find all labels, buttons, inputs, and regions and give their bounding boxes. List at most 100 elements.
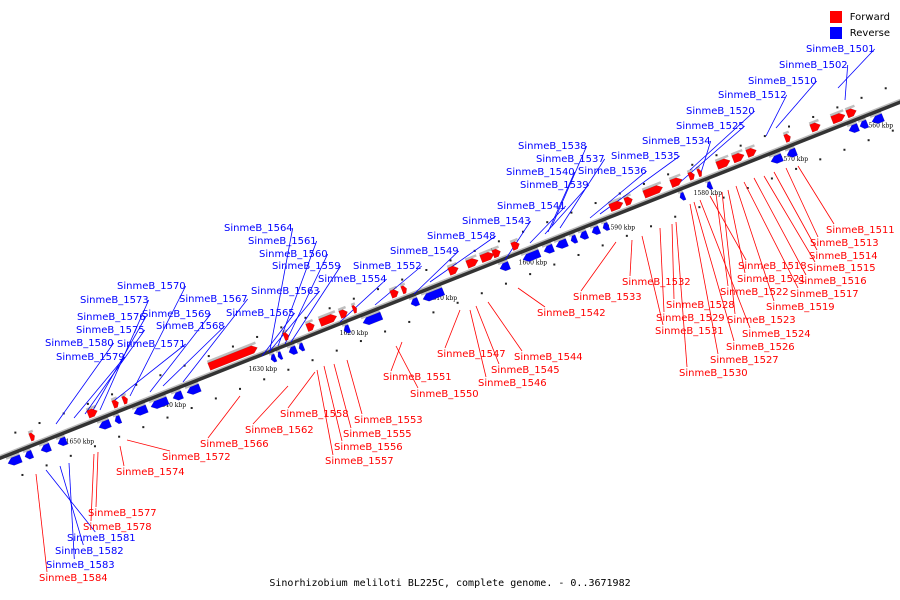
minor-tick <box>594 202 597 205</box>
reverse-gene-arrow-12-shadow <box>286 343 295 349</box>
gene-labels: SinmeB_1501 SinmeB_1502 SinmeB_1510 SinmeB_… <box>39 44 895 584</box>
minor-tick <box>142 426 145 429</box>
reverse-gene-arrow-6-shadow <box>131 402 146 410</box>
forward-gene-arrow-21-shadow <box>686 168 694 174</box>
forward-gene-label-sinmeb-1555: SinmeB_1555 <box>343 429 412 440</box>
forward-gene-arrow-25 <box>745 147 757 158</box>
reverse-gene-label-sinmeb-1534: SinmeB_1534 <box>642 136 711 147</box>
forward-gene-label-sinmeb-1557: SinmeB_1557 <box>325 456 394 467</box>
reverse-gene-arrow-11 <box>277 351 284 360</box>
reverse-gene-arrow-21 <box>555 238 569 249</box>
reverse-gene-arrow-30-shadow <box>846 121 857 128</box>
forward-gene-label-sinmeb-1514: SinmeB_1514 <box>809 251 878 262</box>
reverse-leader-sinmeb-1571 <box>114 343 186 401</box>
reverse-leader-sinmeb-1570 <box>129 285 187 397</box>
minor-tick <box>207 355 210 358</box>
reverse-gene-arrow-9-shadow <box>184 381 199 389</box>
legend-reverse: Reverse <box>829 25 890 41</box>
forward-gene-label-sinmeb-1531: SinmeB_1531 <box>655 326 724 337</box>
minor-tick <box>118 435 121 438</box>
kbp-label-1560-kbp: 1560 kbp <box>865 123 894 130</box>
forward-gene-arrow-1 <box>86 408 98 419</box>
forward-gene-arrow-4 <box>207 345 258 371</box>
reverse-gene-arrow-30 <box>848 123 860 133</box>
forward-gene-arrow-15 <box>491 248 501 259</box>
minor-tick <box>183 364 186 367</box>
forward-gene-label-sinmeb-1574: SinmeB_1574 <box>116 467 185 478</box>
kbp-label-1640-kbp: 1640 kbp <box>158 402 187 409</box>
reverse-gene-arrow-2 <box>40 442 52 453</box>
forward-gene-label-sinmeb-1551: SinmeB_1551 <box>383 372 452 383</box>
forward-leader-sinmeb-1545 <box>475 305 500 365</box>
forward-gene-arrow-17-shadow <box>607 196 622 205</box>
reverse-leader-sinmeb-1537 <box>559 158 606 229</box>
reverse-gene-arrow-5-shadow <box>112 412 120 418</box>
forward-leader-sinmeb-1519 <box>735 185 775 302</box>
minor-tick <box>642 182 645 185</box>
backbone-highlight <box>0 98 900 457</box>
reverse-gene-label-sinmeb-1581: SinmeB_1581 <box>67 533 136 544</box>
forward-gene-arrow-18 <box>623 196 633 207</box>
forward-gene-arrow-10-shadow <box>388 285 397 291</box>
minor-tick <box>715 154 718 157</box>
reverse-leader-sinmeb-1564 <box>269 227 294 351</box>
forward-gene-label-sinmeb-1558: SinmeB_1558 <box>280 409 349 420</box>
minor-tick <box>352 297 355 300</box>
reverse-gene-arrow-12 <box>288 345 299 355</box>
forward-gene-arrow-15-shadow <box>490 245 499 251</box>
forward-gene-label-sinmeb-1527: SinmeB_1527 <box>710 355 779 366</box>
forward-gene-label-sinmeb-1556: SinmeB_1556 <box>334 442 403 453</box>
reverse-gene-arrow-3 <box>57 436 68 447</box>
forward-gene-arrow-2-shadow <box>110 396 118 401</box>
reverse-gene-arrow-29 <box>786 147 798 158</box>
genome-caption: Sinorhizobium meliloti BL225C, complete … <box>269 578 631 589</box>
forward-leader-sinmeb-1521 <box>727 189 746 274</box>
minor-tick <box>214 397 217 400</box>
kbp-ticks: 1560 kbp 1570 kbp 1580 kbp 1590 kbp 1600 kbp… <box>66 123 894 446</box>
forward-gene-arrow-27 <box>809 122 821 133</box>
reverse-leader-sinmeb-1549 <box>413 250 459 295</box>
reverse-gene-label-sinmeb-1560: SinmeB_1560 <box>259 249 328 260</box>
reverse-gene-arrow-26 <box>679 191 687 201</box>
reverse-gene-arrow-0-shadow <box>5 452 20 460</box>
reverse-gene-arrow-10-shadow <box>268 351 275 356</box>
reverse-gene-label-sinmeb-1575: SinmeB_1575 <box>76 325 145 336</box>
minor-tick <box>480 292 483 295</box>
forward-gene-arrow-17 <box>608 200 624 212</box>
forward-gene-arrow-10 <box>389 289 399 299</box>
reverse-leader-sinmeb-1538 <box>551 145 588 227</box>
reverse-gene-label-sinmeb-1525: SinmeB_1525 <box>676 121 745 132</box>
reverse-gene-label-sinmeb-1559: SinmeB_1559 <box>272 261 341 272</box>
minor-tick <box>93 445 96 448</box>
backbone-line <box>0 99 900 461</box>
forward-leader-sinmeb-1522 <box>715 193 729 287</box>
forward-gene-arrow-23-shadow <box>714 154 729 162</box>
forward-gene-arrow-26-shadow <box>782 130 790 136</box>
reverse-gene-arrow-8-shadow <box>170 388 181 395</box>
forward-gene-label-sinmeb-1542: SinmeB_1542 <box>537 308 606 319</box>
forward-gene-label-sinmeb-1523: SinmeB_1523 <box>727 315 796 326</box>
forward-gene-arrow-9-shadow <box>350 302 356 306</box>
forward-leader-sinmeb-1542 <box>517 287 546 308</box>
forward-leader-sinmeb-1546 <box>469 309 487 378</box>
reverse-gene-label-sinmeb-1561: SinmeB_1561 <box>248 236 317 247</box>
forward-leader-sinmeb-1544 <box>487 301 523 352</box>
forward-leader-sinmeb-1547 <box>444 309 461 349</box>
forward-gene-arrow-9 <box>351 305 357 314</box>
kbp-label-1610-kbp: 1610 kbp <box>429 295 458 302</box>
forward-gene-arrow-22 <box>696 168 702 178</box>
minor-tick <box>14 431 17 434</box>
minor-tick <box>231 345 234 348</box>
minor-tick <box>739 144 742 147</box>
forward-gene-label-sinmeb-1517: SinmeB_1517 <box>790 289 859 300</box>
reverse-gene-arrow-4 <box>98 419 112 430</box>
reverse-leader-sinmeb-1512 <box>765 94 788 137</box>
minor-tick <box>788 125 791 128</box>
reverse-gene-arrow-19-shadow <box>520 247 539 256</box>
kbp-label-1620-kbp: 1620 kbp <box>340 330 369 337</box>
reverse-gene-arrow-17 <box>422 287 446 302</box>
minor-tick <box>111 393 114 396</box>
reverse-gene-label-sinmeb-1549: SinmeB_1549 <box>390 246 459 257</box>
reverse-gene-arrow-25-shadow <box>600 219 608 225</box>
